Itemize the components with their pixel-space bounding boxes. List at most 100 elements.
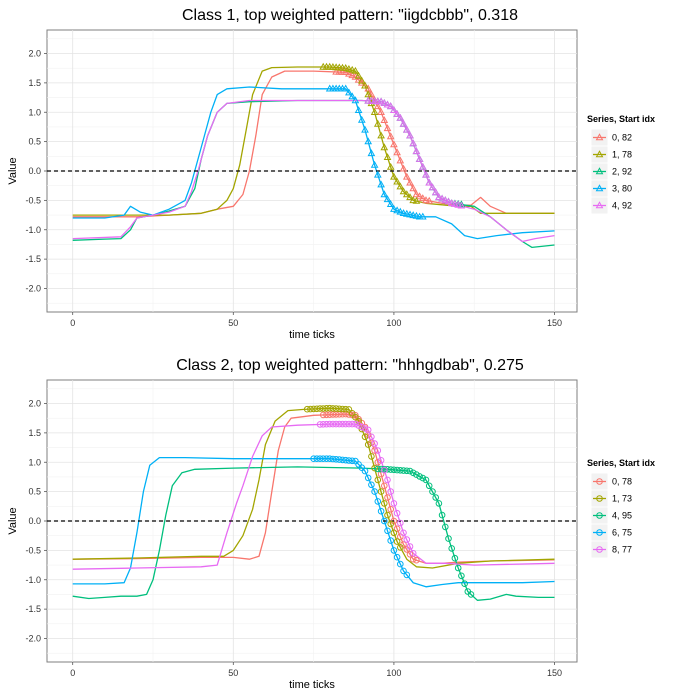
series-marker-4 [390, 500, 398, 507]
series-marker-2 [413, 471, 420, 478]
y-tick-label: 0.5 [28, 137, 41, 147]
series-marker-0 [415, 192, 424, 200]
series-marker-1 [386, 162, 395, 170]
series-marker-3 [381, 517, 388, 525]
series-marker-2 [409, 469, 417, 477]
series-marker-4 [451, 199, 459, 207]
legend-key-marker [595, 150, 604, 158]
series-marker-4 [386, 102, 395, 110]
series-marker-4 [396, 113, 405, 121]
series-marker-4 [415, 155, 424, 162]
series-marker-0 [396, 156, 405, 164]
series-marker-3 [397, 560, 404, 568]
series-marker-1 [323, 405, 330, 412]
x-tick-label: 0 [70, 668, 75, 678]
legend-entry-label: 4, 92 [612, 201, 632, 211]
series-marker-0 [377, 470, 385, 478]
series-marker-1 [412, 196, 421, 204]
series-marker-3 [377, 507, 385, 515]
series-marker-2 [406, 467, 414, 475]
series-marker-2 [425, 482, 433, 490]
y-tick-label: -2.0 [25, 634, 41, 644]
series-marker-1 [319, 405, 327, 412]
series-marker-3 [390, 547, 398, 554]
series-marker-3 [348, 457, 356, 465]
x-axis-label: time ticks [289, 679, 335, 691]
series-marker-1 [303, 405, 311, 413]
series-marker-4 [319, 421, 327, 428]
series-marker-3 [374, 498, 382, 505]
legend-key-marker [595, 184, 604, 192]
series-marker-4 [326, 420, 334, 428]
series-marker-3 [316, 455, 324, 463]
x-tick-label: 150 [547, 318, 562, 328]
series-marker-3 [329, 455, 337, 463]
series-marker-4 [457, 201, 466, 209]
series-marker-3 [387, 537, 395, 544]
series-marker-0 [402, 172, 411, 180]
series-marker-1 [326, 404, 334, 412]
legend-key-marker [595, 201, 604, 209]
series-marker-1 [393, 177, 401, 185]
legend-title: Series, Start idx [587, 114, 655, 124]
series-marker-1 [374, 476, 382, 484]
series-marker-4 [438, 194, 446, 202]
series-marker-1 [348, 65, 357, 73]
series-marker-1 [396, 182, 405, 190]
series-marker-4 [342, 420, 350, 428]
series-marker-3 [367, 149, 376, 157]
series-marker-4 [390, 106, 398, 113]
series-marker-0 [393, 525, 401, 533]
series-marker-3 [371, 488, 378, 495]
series-marker-4 [381, 466, 388, 474]
series-marker-4 [441, 196, 450, 204]
series-marker-3 [364, 137, 373, 145]
series-marker-0 [319, 411, 327, 419]
x-tick-label: 50 [228, 668, 238, 678]
series-marker-0 [393, 148, 401, 156]
series-marker-4 [316, 421, 324, 428]
series-marker-3 [361, 467, 369, 475]
series-marker-0 [371, 447, 378, 454]
series-marker-4 [371, 440, 378, 447]
legend: Series, Start idx 0, 82 1, 78 2, 92 3, 80 4, … [587, 114, 655, 215]
legend-entry-label: 0, 82 [612, 133, 632, 143]
series-marker-0 [354, 75, 363, 83]
series-marker-1 [371, 464, 378, 472]
y-tick-label: 1.0 [28, 107, 41, 117]
series-marker-4 [380, 98, 389, 106]
series-marker-3 [412, 211, 421, 219]
series-marker-2 [467, 591, 475, 598]
series-marker-1 [361, 81, 369, 89]
series-marker-3 [348, 92, 357, 100]
legend-key-marker [596, 512, 603, 519]
series-marker-4 [355, 422, 362, 429]
series-marker-0 [326, 411, 334, 419]
series-marker-3 [409, 211, 418, 219]
series-marker-4 [364, 426, 372, 434]
series-marker-2 [416, 473, 423, 480]
series-marker-4 [454, 200, 463, 208]
series-marker-4 [428, 183, 437, 191]
series-marker-0 [357, 78, 366, 86]
legend-entry-label: 2, 92 [612, 167, 632, 177]
series-marker-0 [413, 556, 420, 564]
legend-entry-label: 8, 77 [612, 545, 632, 555]
series-line-4 [72, 99, 555, 243]
series-marker-1 [316, 405, 324, 412]
series-marker-1 [402, 190, 411, 198]
series-marker-1 [406, 193, 414, 201]
series-marker-2 [374, 465, 382, 473]
series-marker-3 [380, 190, 389, 198]
series-marker-1 [373, 119, 382, 127]
legend-entry-label: 6, 75 [612, 528, 632, 538]
series-marker-0 [373, 102, 382, 110]
series-marker-4 [352, 420, 359, 428]
series-marker-2 [397, 467, 404, 474]
series-marker-1 [341, 63, 350, 71]
series-marker-1 [313, 405, 321, 413]
series-marker-4 [447, 199, 456, 206]
y-tick-label: 0.0 [28, 516, 41, 526]
y-tick-label: -1.0 [25, 575, 41, 585]
y-tick-label: -0.5 [25, 545, 41, 555]
